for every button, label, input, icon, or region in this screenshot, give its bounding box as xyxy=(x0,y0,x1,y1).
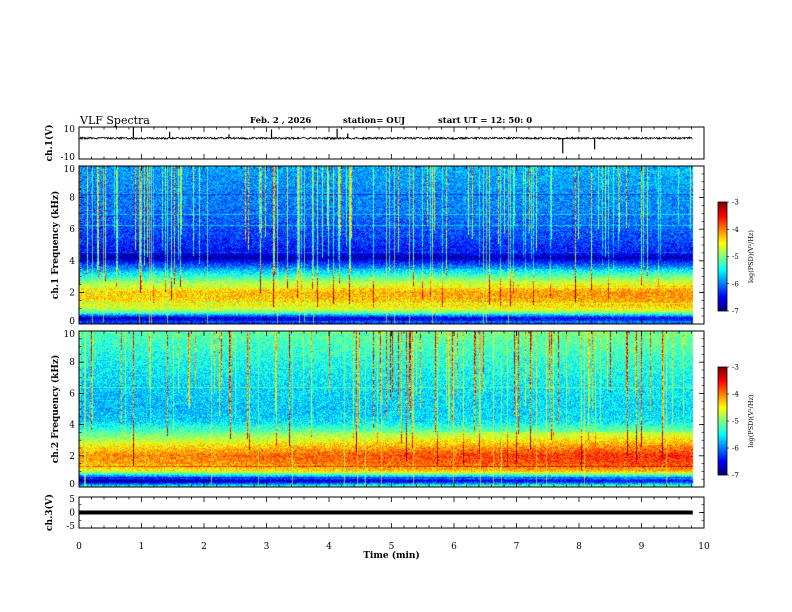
xtick-label: 3 xyxy=(264,542,270,552)
ch1-spectrogram-ytick-label: 0 xyxy=(69,317,75,327)
ch1-waveform-ytick-label: -10 xyxy=(61,153,76,163)
ch3-waveform-ylabel: ch.3(V) xyxy=(44,494,55,531)
ch1-spectrogram-ylabel: ch.1 Frequency (kHz) xyxy=(50,191,61,300)
xtick-label: 8 xyxy=(576,542,582,552)
ch1-waveform-ytick-label: 10 xyxy=(64,125,76,135)
ch1-spectrogram-image xyxy=(79,166,704,324)
spectrogram-layer xyxy=(79,166,727,487)
ch2-spectrogram-colorbar-tick-label: -3 xyxy=(732,364,739,372)
ch1-spectrogram-colorbar-tick-label: -5 xyxy=(732,253,739,261)
ch1-spectrogram-ytick-label: 2 xyxy=(69,288,75,298)
ch1-spectrogram-ytick-label: 6 xyxy=(69,225,75,235)
ch1-spectrogram-colorbar xyxy=(718,202,727,311)
ch2-spectrogram-image xyxy=(79,331,704,487)
ch1-spectrogram-colorbar-tick-label: -7 xyxy=(732,308,739,316)
ch1-waveform-trace xyxy=(78,135,693,141)
station-label: station= OUJ xyxy=(343,116,406,126)
x-axis-label: Time (min) xyxy=(363,550,420,561)
ch2-spectrogram-colorbar-tick-label: -7 xyxy=(732,472,739,480)
ch2-spectrogram-colorbar-tick-label: -5 xyxy=(732,418,739,426)
ch2-spectrogram-ytick-label: 2 xyxy=(69,452,75,462)
ch1-spectrogram-colorbar-tick-label: -3 xyxy=(732,199,739,207)
start-time-label: start UT = 12: 50: 0 xyxy=(438,116,533,126)
ch1-spectrogram-colorbar-tick-label: -6 xyxy=(732,280,739,288)
ch2-spectrogram-colorbar-tick-label: -6 xyxy=(732,445,739,453)
ch2-spectrogram-ytick-label: 8 xyxy=(69,358,75,368)
ch2-spectrogram-ytick-label: 4 xyxy=(69,421,75,431)
xtick-label: 6 xyxy=(451,542,457,552)
ch2-spectrogram-ytick-label: 10 xyxy=(64,330,76,340)
xtick-label: 5 xyxy=(389,542,395,552)
ch1-spectrogram-colorbar-tick-label: -4 xyxy=(732,226,739,234)
xtick-label: 4 xyxy=(326,542,332,552)
ch1-spectrogram-ytick-label: 4 xyxy=(69,257,75,267)
date-label: Feb. 2 , 2026 xyxy=(250,116,312,126)
xtick-label: 2 xyxy=(201,542,207,552)
xtick-label: 0 xyxy=(76,542,82,552)
ch2-spectrogram-colorbar-label: log(PSD)(V²/Hz) xyxy=(747,394,755,447)
ch2-spectrogram-ytick-label: 6 xyxy=(69,389,75,399)
ch2-spectrogram-colorbar-tick-label: -4 xyxy=(732,391,739,399)
ch2-spectrogram-ytick-label: 0 xyxy=(69,480,75,490)
ch1-spectrogram-ytick-label: 10 xyxy=(64,165,76,175)
ch2-spectrogram-ylabel: ch.2 Frequency (kHz) xyxy=(50,355,61,464)
xtick-label: 7 xyxy=(514,542,520,552)
xtick-label: 9 xyxy=(639,542,645,552)
ch1-waveform-ylabel: ch.1(V) xyxy=(44,125,55,162)
chart-title: VLF Spectra xyxy=(80,114,150,127)
ch2-spectrogram-colorbar xyxy=(718,367,727,475)
ch1-spectrogram-ytick-label: 8 xyxy=(69,194,75,204)
xtick-label: 1 xyxy=(139,542,145,552)
xtick-label: 10 xyxy=(698,542,710,552)
ch1-spectrogram-colorbar-label: log(PSD)(V²/Hz) xyxy=(747,230,755,283)
ch3-waveform-ytick-label: 5 xyxy=(69,495,75,505)
ch3-waveform-ytick-label: 0 xyxy=(69,509,75,519)
axes-layer: 10-100246810024681050-5ch.1(V)ch.3(V)ch.… xyxy=(44,125,755,561)
ch3-waveform-ytick-label: -5 xyxy=(66,522,75,532)
